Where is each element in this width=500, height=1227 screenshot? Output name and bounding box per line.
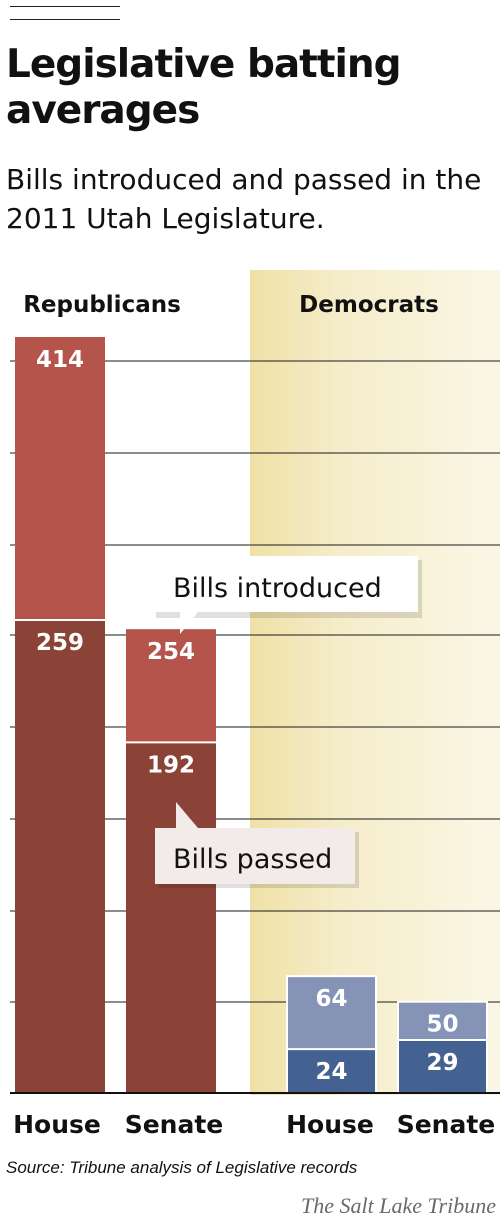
- callout-introduced-box: [152, 556, 418, 634]
- data-label-passed: 29: [426, 1050, 458, 1076]
- callout-passed-box: [155, 802, 355, 884]
- bar-chart: 414 259 254 192 64 24 50 29 Republicans Democra…: [10, 270, 500, 1139]
- chart-title: Legislative batting averages: [6, 42, 402, 133]
- publisher-credit: The Salt Lake Tribune: [301, 1193, 496, 1218]
- group-label-republicans: Republicans: [23, 292, 181, 318]
- callouts: Bills introduced Bills passed: [152, 556, 422, 888]
- data-label-passed: 192: [147, 752, 195, 778]
- callout-passed-text: Bills passed: [173, 844, 332, 875]
- data-label-passed: 24: [315, 1059, 347, 1085]
- x-axis-labels: House Senate House Senate: [13, 1110, 495, 1139]
- top-rule: [10, 19, 120, 20]
- source-note: Source: Tribune analysis of Legislative …: [6, 1158, 358, 1177]
- data-label-introduced: 254: [147, 639, 195, 665]
- x-tick-label: Senate: [397, 1110, 496, 1139]
- x-tick-label: House: [286, 1110, 374, 1139]
- bar-passed: [126, 742, 216, 1093]
- top-rule: [10, 6, 120, 7]
- data-label-introduced: 414: [36, 347, 84, 373]
- chart-subtitle: Bills introduced and passed in the 2011 …: [6, 163, 482, 235]
- data-label-passed: 259: [36, 630, 84, 656]
- group-label-democrats: Democrats: [299, 292, 439, 318]
- bar-passed: [15, 620, 105, 1093]
- bar-passed: [287, 1049, 376, 1093]
- data-label-introduced: 50: [426, 1012, 458, 1038]
- data-label-introduced: 64: [315, 986, 347, 1012]
- callout-introduced-text: Bills introduced: [173, 573, 382, 604]
- x-tick-label: Senate: [125, 1110, 224, 1139]
- x-tick-label: House: [13, 1110, 101, 1139]
- bar-passed: [398, 1040, 487, 1093]
- democrats-panel: [250, 270, 500, 1095]
- bars: 414 259 254 192 64 24 50 29: [15, 337, 488, 1095]
